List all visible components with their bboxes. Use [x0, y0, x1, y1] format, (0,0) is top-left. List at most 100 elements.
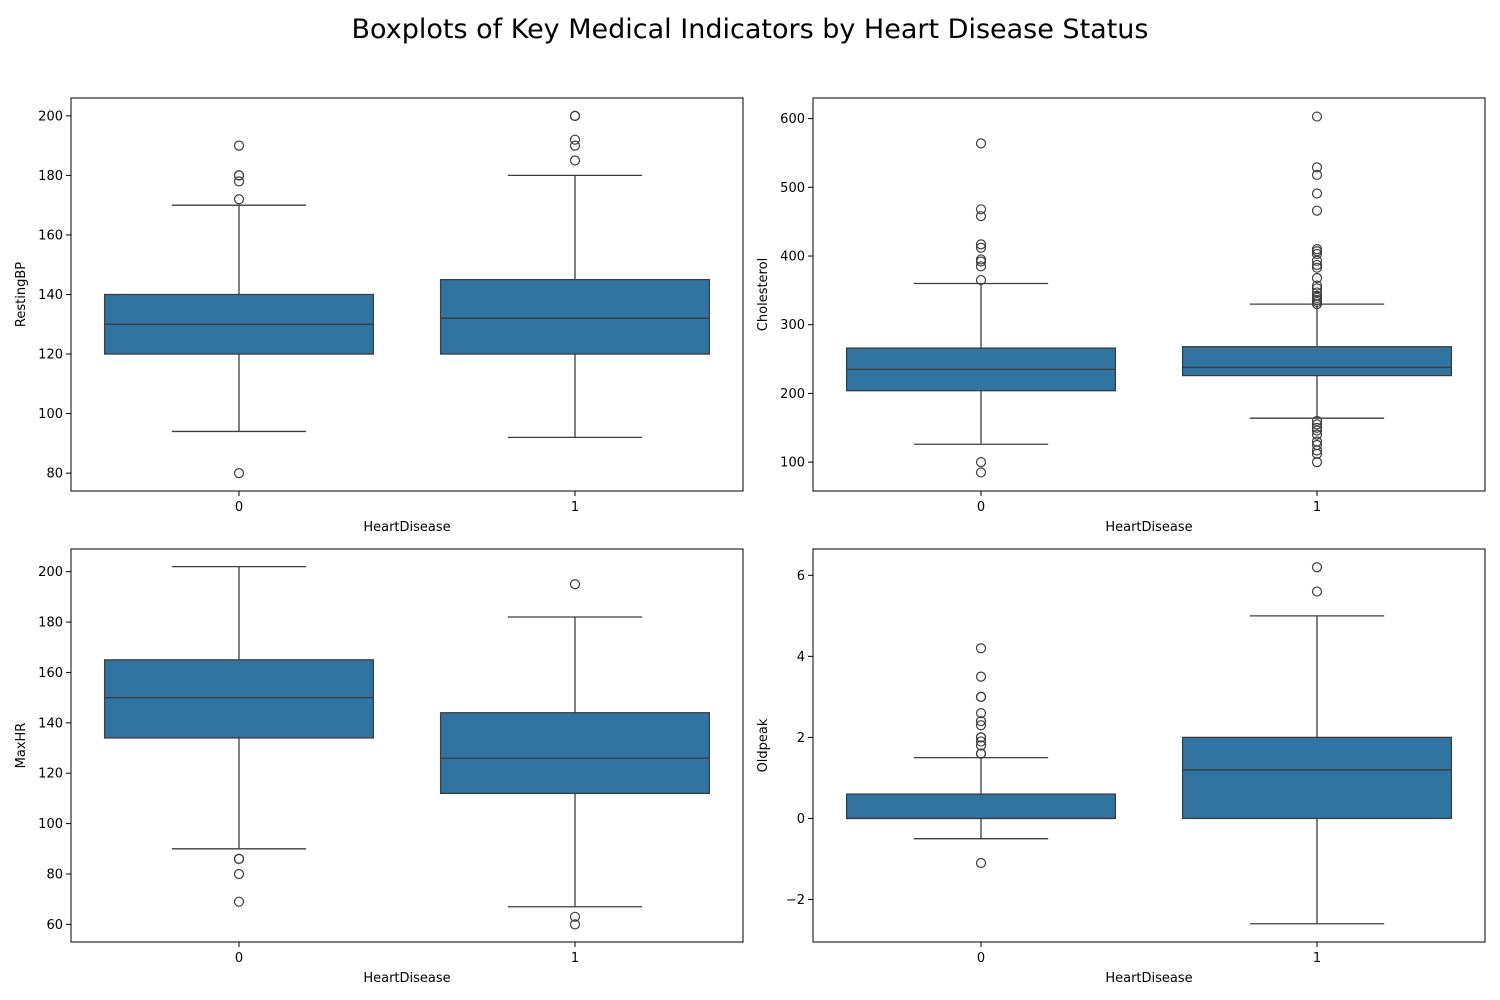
outlier-point	[1311, 255, 1323, 266]
outlier-point	[975, 857, 987, 869]
outlier-point	[1311, 283, 1323, 294]
outlier-point	[569, 134, 581, 145]
outlier-point	[233, 853, 245, 864]
subplot-4: −2 0 2 4 6 0 1 HeartDisease Oldpeak	[756, 548, 1486, 986]
y-tick-label: 80	[46, 467, 63, 482]
subplot-3: 60 80 100 120 140 160 180 200 0 1 HeartDisease MaxH…	[14, 548, 744, 986]
outlier-point	[569, 919, 581, 930]
outlier-point	[1311, 457, 1323, 468]
outlier-point	[569, 140, 581, 151]
outlier-point	[975, 643, 987, 654]
y-axis-label: MaxHR	[14, 723, 29, 769]
outlier-point	[1311, 188, 1323, 199]
outlier-point	[975, 239, 987, 250]
y-tick-label: 160	[38, 666, 63, 681]
outlier-point	[1311, 429, 1323, 440]
y-tick-label: 0	[797, 812, 805, 827]
outlier-point	[975, 242, 987, 253]
axes-frame	[812, 548, 1486, 943]
outlier-point	[1311, 248, 1323, 260]
outlier-point	[1311, 259, 1323, 271]
y-tick-label: 100	[38, 407, 63, 422]
outlier-point	[569, 579, 581, 590]
outlier-point	[1311, 422, 1323, 433]
x-tick-label: 0	[977, 951, 985, 966]
outlier-point	[975, 736, 987, 747]
outlier-point	[233, 468, 245, 479]
outlier-point	[1311, 205, 1323, 216]
y-tick-label: 60	[46, 918, 63, 933]
outlier-point	[1311, 425, 1323, 436]
y-tick-label: 100	[780, 456, 805, 471]
y-tick-label: 180	[38, 169, 63, 184]
outlier-point	[1311, 419, 1323, 430]
subplot-1: 80 100 120 140 160 180 200 0 1 HeartDisease Restin…	[14, 97, 744, 535]
x-axis-label: HeartDisease	[1105, 971, 1192, 986]
outlier-point	[569, 110, 581, 121]
box-group-1	[1181, 111, 1453, 468]
y-tick-label: 120	[38, 767, 63, 782]
outlier-point	[1311, 111, 1323, 122]
box-group-0	[845, 138, 1117, 478]
outlier-point	[233, 868, 245, 880]
outlier-point	[1311, 445, 1323, 456]
y-tick-label: 120	[38, 348, 63, 363]
outlier-point	[233, 140, 245, 151]
axes-frame	[812, 97, 1486, 492]
y-tick-label: 300	[780, 318, 805, 333]
axes-frame	[70, 548, 744, 943]
outlier-point	[233, 194, 245, 205]
y-tick-label: 6	[797, 569, 805, 584]
x-axis-label: HeartDisease	[363, 520, 450, 535]
y-tick-label: 200	[780, 387, 805, 402]
outlier-point	[975, 138, 987, 149]
figure-title: Boxplots of Key Medical Indicators by He…	[351, 14, 1149, 45]
iqr-box	[845, 793, 1117, 820]
outlier-point	[975, 732, 987, 743]
iqr-box	[1181, 736, 1453, 820]
x-tick-label: 1	[571, 500, 579, 515]
iqr-box	[439, 278, 711, 355]
subplot-2: 100 200 300 400 500 600 0 1 HeartDisease Choleste…	[756, 97, 1486, 535]
outlier-point	[975, 740, 987, 751]
x-tick-label: 1	[1313, 951, 1321, 966]
box-group-0	[103, 140, 375, 479]
outlier-point	[1311, 162, 1323, 173]
y-axis-label: Cholesterol	[756, 258, 771, 331]
outlier-point	[975, 748, 987, 759]
outlier-point	[975, 691, 987, 702]
box-group-1	[1181, 562, 1453, 925]
x-tick-label: 0	[235, 951, 243, 966]
y-tick-label: 180	[38, 616, 63, 631]
x-tick-label: 0	[235, 500, 243, 515]
x-axis-label: HeartDisease	[363, 971, 450, 986]
outlier-point	[1311, 272, 1323, 284]
box-group-1	[439, 579, 711, 930]
y-tick-label: 200	[38, 109, 63, 124]
y-tick-label: −2	[786, 893, 805, 908]
x-tick-label: 1	[571, 951, 579, 966]
y-tick-label: 140	[38, 288, 63, 303]
box-group-1	[439, 110, 711, 439]
outlier-point	[975, 274, 987, 286]
y-tick-label: 500	[780, 181, 805, 196]
outlier-point	[1311, 280, 1323, 291]
y-tick-label: 2	[797, 731, 805, 746]
outlier-point	[233, 170, 245, 181]
outlier-point	[1311, 562, 1323, 573]
x-axis-label: HeartDisease	[1105, 520, 1192, 535]
outlier-point	[975, 254, 987, 265]
box-group-0	[103, 565, 375, 907]
y-tick-label: 140	[38, 716, 63, 731]
outlier-point	[1311, 244, 1323, 255]
y-tick-label: 160	[38, 228, 63, 243]
iqr-box	[439, 712, 711, 795]
outlier-point	[1311, 169, 1323, 181]
iqr-box	[103, 659, 375, 739]
x-tick-label: 1	[1313, 500, 1321, 515]
outlier-point	[569, 911, 581, 922]
y-axis-label: Oldpeak	[756, 718, 771, 772]
outlier-point	[975, 720, 987, 731]
outlier-point	[233, 176, 245, 187]
